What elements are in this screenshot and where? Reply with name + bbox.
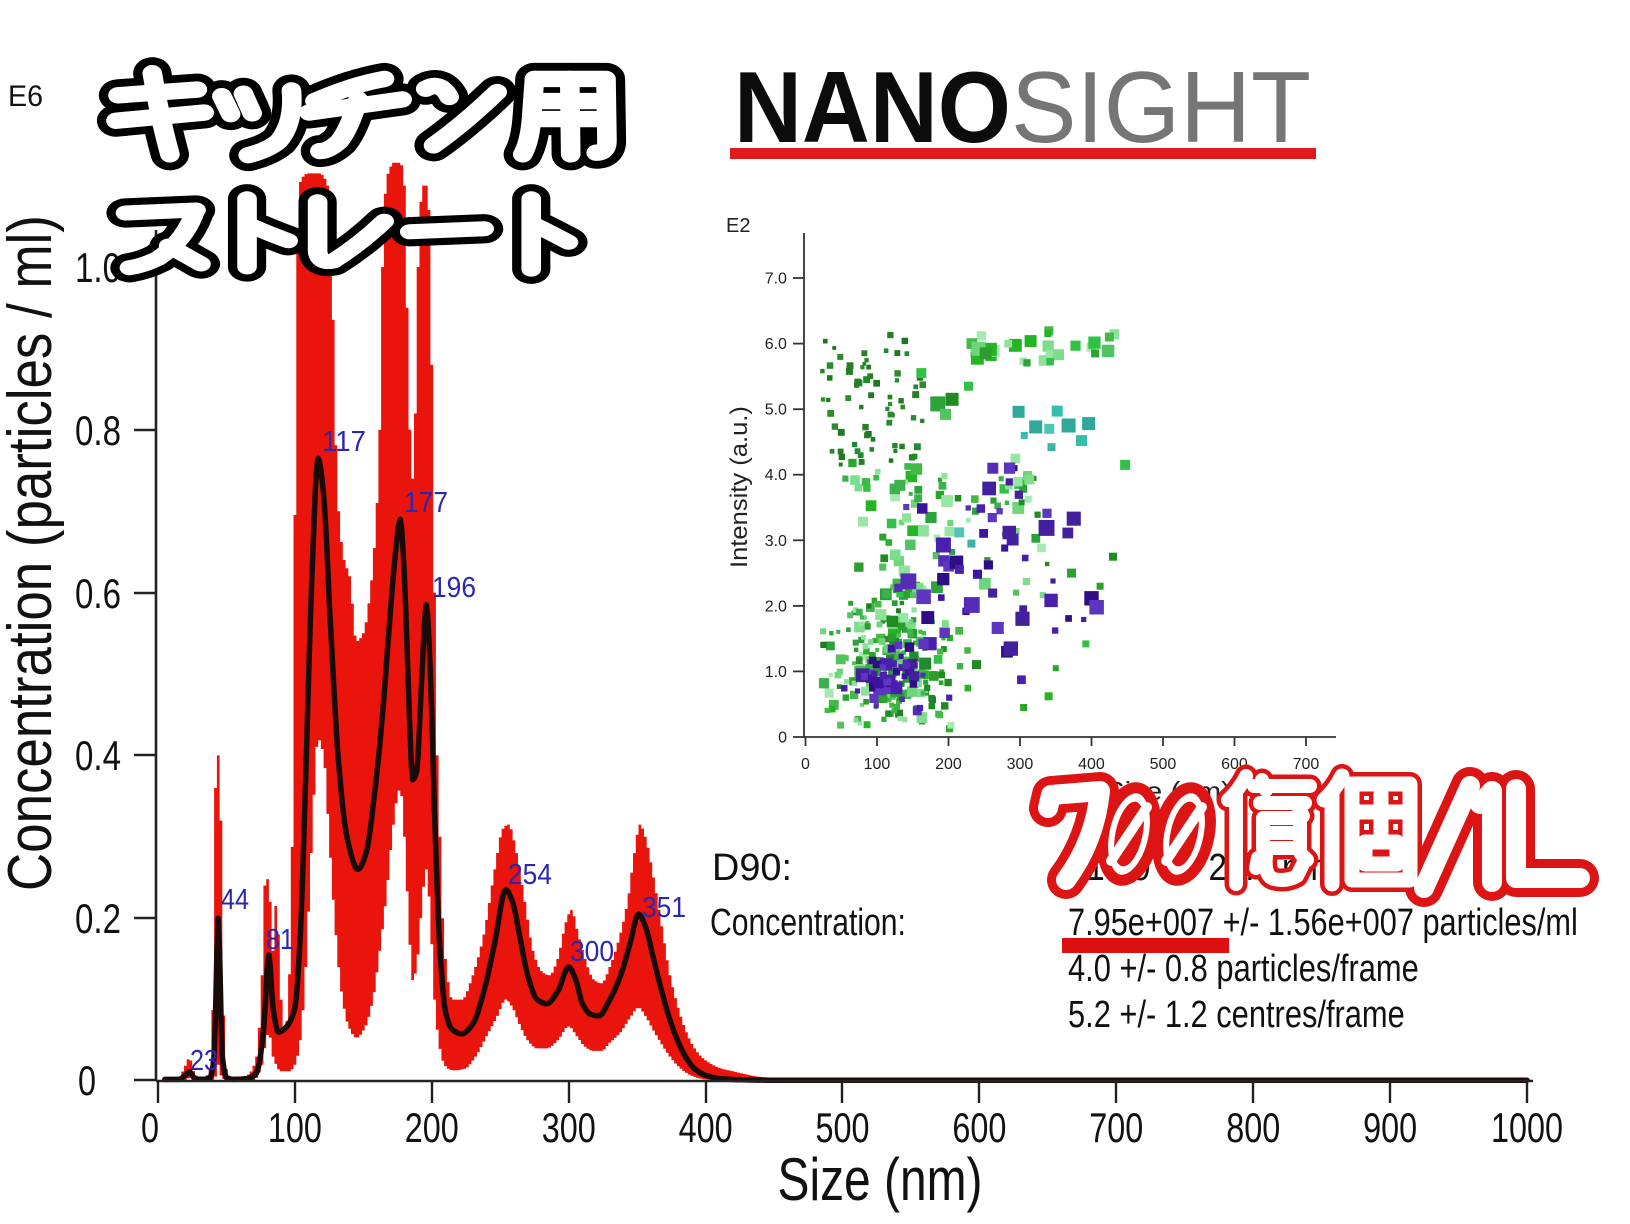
svg-text:700: 700 [1293, 756, 1320, 773]
svg-text:500: 500 [816, 1104, 870, 1151]
svg-text:Intensity (a.u.): Intensity (a.u.) [727, 406, 753, 568]
svg-text:351: 351 [642, 891, 686, 923]
svg-text:400: 400 [1078, 756, 1105, 773]
svg-text:1.0: 1.0 [765, 664, 787, 681]
svg-text:500: 500 [1150, 756, 1177, 773]
svg-text:100: 100 [268, 1104, 322, 1151]
svg-text:0.4: 0.4 [75, 733, 121, 780]
svg-text:5.2 +/- 1.2 centres/frame: 5.2 +/- 1.2 centres/frame [1068, 994, 1405, 1036]
svg-text:7.95e+007 +/- 1.56e+007 partic: 7.95e+007 +/- 1.56e+007 particles/ml [1068, 902, 1578, 944]
svg-text:0: 0 [141, 1104, 159, 1151]
svg-text:1000: 1000 [1491, 1104, 1563, 1151]
svg-text:300: 300 [542, 1104, 596, 1151]
svg-text:117: 117 [322, 424, 366, 457]
svg-text:200: 200 [405, 1104, 459, 1151]
svg-text:600: 600 [952, 1104, 1006, 1151]
svg-text:4.0: 4.0 [765, 467, 787, 484]
svg-text:0.8: 0.8 [75, 408, 121, 455]
svg-text:23: 23 [190, 1043, 218, 1076]
svg-text:200: 200 [935, 756, 962, 773]
svg-text:300: 300 [570, 935, 614, 967]
svg-text:700: 700 [1089, 1104, 1143, 1151]
svg-text:196: 196 [432, 571, 476, 603]
svg-text:177: 177 [404, 486, 448, 518]
svg-text:2.0: 2.0 [765, 598, 787, 615]
svg-text:6.0: 6.0 [765, 336, 787, 353]
svg-text:0.2: 0.2 [75, 896, 121, 943]
svg-text:400: 400 [679, 1104, 733, 1151]
svg-text:Concentration (particles / ml): Concentration (particles / ml) [0, 215, 65, 891]
svg-text:NANO: NANO [734, 51, 1011, 164]
svg-text:100: 100 [864, 756, 891, 773]
svg-text:7.0: 7.0 [765, 271, 787, 288]
svg-text:Size (nm): Size (nm) [778, 1146, 983, 1213]
svg-text:SIGHT: SIGHT [1011, 52, 1311, 165]
svg-text:D90:: D90: [712, 847, 792, 889]
svg-text:0: 0 [801, 756, 810, 773]
svg-text:0: 0 [778, 730, 787, 747]
svg-text:Concentration:: Concentration: [710, 902, 906, 944]
svg-text:E2: E2 [726, 215, 750, 237]
svg-text:4.0 +/- 0.8 particles/frame: 4.0 +/- 0.8 particles/frame [1068, 948, 1419, 990]
svg-text:5.0: 5.0 [765, 402, 787, 419]
svg-text:800: 800 [1226, 1104, 1280, 1151]
svg-text:3.0: 3.0 [765, 533, 787, 550]
svg-text:E6: E6 [8, 79, 43, 113]
svg-text:0: 0 [78, 1057, 96, 1104]
svg-text:0.6: 0.6 [75, 571, 121, 618]
svg-text:81: 81 [266, 922, 294, 955]
svg-text:300: 300 [1007, 756, 1034, 773]
svg-text:254: 254 [508, 858, 552, 890]
svg-text:900: 900 [1363, 1104, 1417, 1151]
svg-text:44: 44 [221, 882, 249, 915]
